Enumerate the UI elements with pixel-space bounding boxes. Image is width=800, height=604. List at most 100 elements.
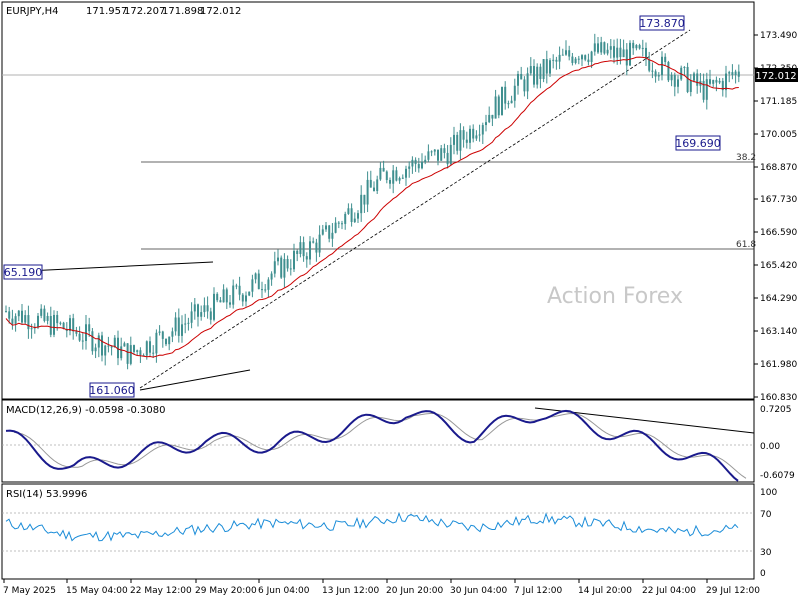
candle-body (181, 324, 183, 336)
candle-body (222, 289, 225, 303)
candle-body (37, 315, 39, 328)
candle-body (667, 62, 670, 81)
candle-body (728, 72, 731, 74)
candle-body (421, 161, 423, 169)
low-label-box (89, 382, 135, 398)
candle-body (120, 346, 123, 359)
candle-body (334, 222, 337, 233)
candle-body (305, 256, 308, 260)
candle-body (609, 46, 612, 50)
candle-body (584, 55, 587, 60)
date-tick-label: 14 Jul 20:00 (578, 586, 632, 596)
candle-body (30, 328, 33, 330)
date-tick-label: 15 May 04:00 (66, 586, 128, 596)
candle-body (405, 168, 407, 178)
candle-body (392, 170, 395, 184)
candle-body (558, 54, 561, 62)
candle-body (152, 352, 155, 354)
date-tick-label: 22 May 12:00 (130, 586, 192, 596)
candle-body (657, 75, 660, 77)
candle-body (709, 79, 711, 84)
candle-body (641, 47, 644, 49)
candle-body (673, 74, 676, 87)
candle-body (437, 149, 439, 161)
candle-body (376, 179, 379, 191)
current-price-box (755, 68, 798, 82)
candle-body (270, 273, 273, 280)
candle-body (171, 331, 174, 337)
support-line-low (139, 369, 251, 391)
candle-body (17, 310, 20, 317)
candle-body (565, 50, 567, 55)
macd-line (5, 409, 739, 482)
price-tick-label: 170.005 (760, 130, 797, 140)
candle-body (347, 208, 350, 214)
candlestick-series (5, 33, 740, 370)
date-tick-label: 7 May 2025 (3, 586, 56, 596)
candle-body (661, 56, 663, 76)
candle-body (296, 250, 299, 255)
candle-body (113, 337, 116, 348)
high-label: 173.870 (639, 17, 685, 30)
candle-body (261, 289, 263, 291)
candle-body (56, 314, 59, 324)
candle-body (341, 223, 343, 225)
candle-body (85, 324, 87, 341)
candle-body (344, 213, 347, 224)
candle-body (277, 257, 279, 262)
candle-body (443, 148, 446, 153)
price-tick-label: 171.185 (760, 97, 797, 107)
candle-body (21, 310, 23, 323)
candle-body (88, 324, 91, 332)
candle-body (94, 347, 97, 352)
candle-body (139, 350, 142, 356)
candle-body (654, 71, 657, 77)
candle-body (229, 302, 231, 305)
candle-body (309, 241, 311, 260)
candle-body (718, 80, 721, 83)
candle-body (478, 134, 481, 136)
candle-body (245, 295, 247, 302)
price-tick-label: 161.980 (760, 360, 797, 370)
macd-signal-line (13, 412, 747, 479)
candle-body (494, 96, 497, 119)
candle-body (523, 79, 526, 92)
current-price-label: 172.012 (755, 71, 796, 82)
candle-body (216, 293, 219, 301)
candle-body (273, 261, 276, 274)
candle-body (213, 293, 215, 320)
candle-body (721, 80, 724, 91)
pullback-label-box (675, 135, 721, 151)
candle-body (545, 59, 548, 74)
candle-body (257, 273, 260, 290)
macd-tick-zero: 0.00 (760, 442, 780, 452)
candle-body (481, 125, 484, 135)
candle-body (235, 285, 238, 287)
fib-382-label: 38.2 (736, 153, 756, 163)
symbol-name: EURJPY,H4 (6, 6, 59, 17)
candle-body (549, 60, 551, 74)
candle-body (430, 151, 433, 153)
candle-body (161, 331, 164, 339)
candle-body (321, 229, 324, 235)
candle-body (683, 66, 686, 68)
candle-body (104, 345, 107, 356)
candle-body (581, 55, 583, 60)
date-tick-label: 29 Jul 12:00 (706, 586, 760, 596)
candle-body (177, 317, 180, 336)
candle-body (664, 56, 667, 63)
candle-body (97, 335, 100, 348)
candle-body (129, 345, 132, 364)
candle-body (283, 259, 286, 278)
candle-body (299, 242, 302, 255)
candle-body (11, 318, 14, 324)
candle-body (725, 73, 727, 91)
candle-body (155, 332, 158, 354)
candle-body (107, 345, 110, 347)
candle-body (408, 166, 411, 169)
candle-body (501, 86, 503, 116)
candle-body (238, 285, 241, 295)
candle-body (702, 80, 705, 100)
candle-body (49, 316, 52, 335)
